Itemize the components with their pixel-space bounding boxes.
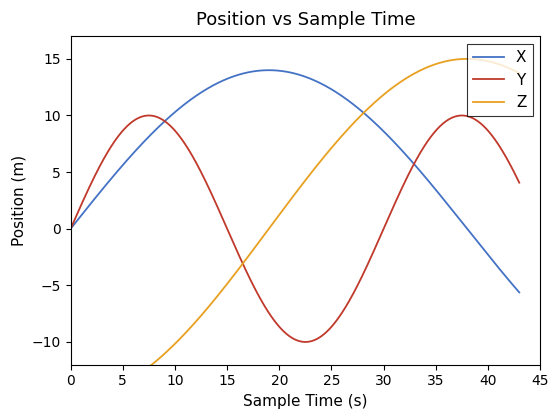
Y-axis label: Position (m): Position (m) [11,155,26,246]
X [274,68,281,73]
X [90,197,97,202]
Y [459,113,465,118]
Y [503,155,510,160]
Z [503,64,510,69]
Legend: X, Y, Z: X, Y, Z [467,44,533,116]
X [503,275,510,280]
Z [90,393,97,398]
Y [286,333,292,338]
Z [464,56,470,61]
Line: Y: Y [71,116,519,342]
Z [421,66,427,71]
Y [302,339,309,344]
Y [273,321,280,326]
Y [516,180,522,185]
X-axis label: Sample Time (s): Sample Time (s) [243,394,367,409]
X [421,173,427,178]
Z [516,71,522,76]
X [265,68,272,73]
Y [90,176,97,181]
Y [67,226,74,231]
X [516,290,522,295]
X [286,70,292,75]
X [67,226,74,231]
Z [503,65,510,70]
Z [67,396,74,401]
Title: Position vs Sample Time: Position vs Sample Time [195,11,415,29]
Y [421,144,427,149]
Y [503,156,510,161]
X [503,275,510,280]
Line: Z: Z [71,59,519,399]
Z [286,200,292,205]
Z [273,215,280,220]
Line: X: X [71,70,519,292]
